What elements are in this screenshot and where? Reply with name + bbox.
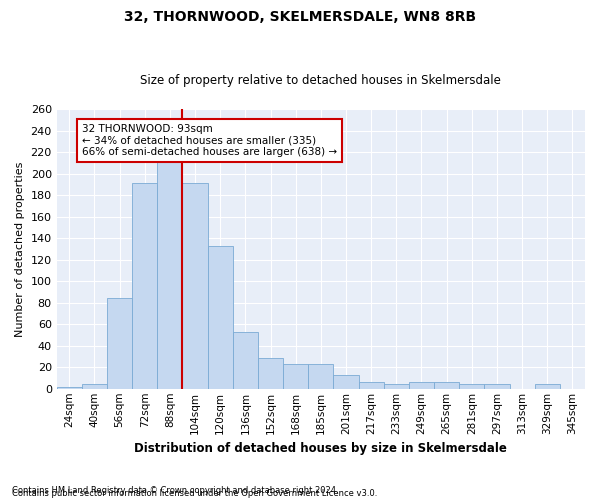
Bar — [434, 382, 459, 389]
Bar — [308, 364, 334, 389]
Bar — [535, 384, 560, 389]
Bar — [359, 382, 384, 389]
Bar — [283, 364, 308, 389]
Bar — [384, 384, 409, 389]
Text: 32 THORNWOOD: 93sqm
← 34% of detached houses are smaller (335)
66% of semi-detac: 32 THORNWOOD: 93sqm ← 34% of detached ho… — [82, 124, 337, 158]
Bar — [182, 183, 208, 389]
Bar — [233, 332, 258, 389]
Text: Contains HM Land Registry data © Crown copyright and database right 2024.: Contains HM Land Registry data © Crown c… — [12, 486, 338, 495]
Bar — [258, 358, 283, 389]
Title: Size of property relative to detached houses in Skelmersdale: Size of property relative to detached ho… — [140, 74, 501, 87]
Bar — [82, 384, 107, 389]
X-axis label: Distribution of detached houses by size in Skelmersdale: Distribution of detached houses by size … — [134, 442, 507, 455]
Bar — [56, 386, 82, 389]
Bar — [107, 298, 132, 389]
Bar — [208, 246, 233, 389]
Bar — [334, 375, 359, 389]
Bar — [157, 158, 182, 389]
Bar — [484, 384, 509, 389]
Bar — [459, 384, 484, 389]
Text: 32, THORNWOOD, SKELMERSDALE, WN8 8RB: 32, THORNWOOD, SKELMERSDALE, WN8 8RB — [124, 10, 476, 24]
Y-axis label: Number of detached properties: Number of detached properties — [15, 161, 25, 336]
Bar — [132, 183, 157, 389]
Text: Contains public sector information licensed under the Open Government Licence v3: Contains public sector information licen… — [12, 488, 377, 498]
Bar — [409, 382, 434, 389]
